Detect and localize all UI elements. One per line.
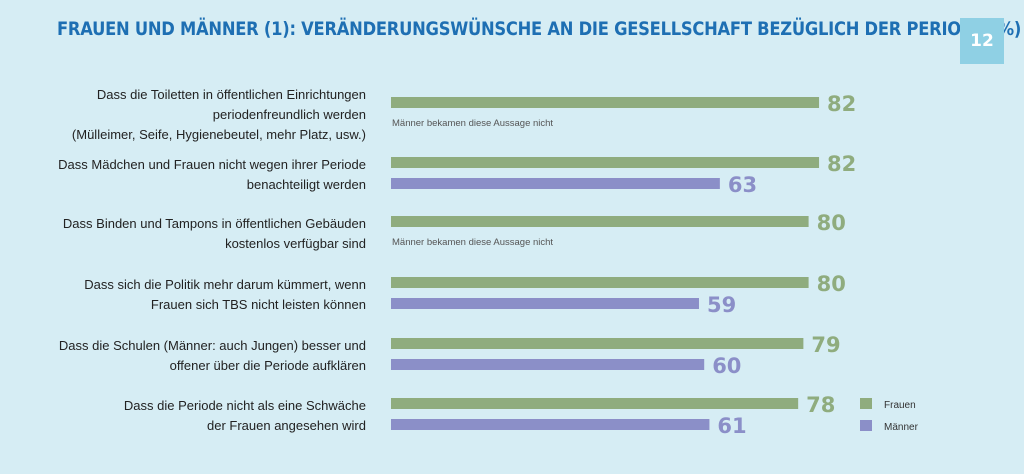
category-label: Dass die Periode nicht als eine Schwäche [124,398,366,413]
bar-frauen [391,216,809,227]
data-label: 82 [827,152,856,176]
chart-title: FRAUEN UND MÄNNER (1): VERÄNDERUNGSWÜNSC… [57,18,1022,40]
bar-frauen [391,338,804,349]
data-label: 59 [707,293,736,317]
category-label: Dass Mädchen und Frauen nicht wegen ihre… [58,157,366,172]
missing-data-note: Männer bekamen diese Aussage nicht [392,237,553,248]
category-label: Dass sich die Politik mehr darum kümmert… [84,277,366,292]
page-number-badge: 12 [960,18,1004,64]
category-label: Dass die Toiletten in öffentlichen Einri… [97,87,366,102]
legend-label: Frauen [884,400,916,411]
category-label: offener über die Periode aufklären [170,358,366,373]
bar-maenner [391,419,710,430]
data-label: 60 [712,354,741,378]
bar-maenner [391,178,720,189]
category-label: benachteiligt werden [247,177,366,192]
legend-swatch [860,398,872,409]
data-label: 80 [817,211,846,235]
bar-maenner [391,298,699,309]
category-label: kostenlos verfügbar sind [225,236,366,251]
data-label: 78 [806,393,835,417]
category-label: Dass Binden und Tampons in öffentlichen … [63,216,366,231]
legend-swatch [860,420,872,431]
bar-frauen [391,277,809,288]
data-label: 82 [827,92,856,116]
data-label: 63 [728,173,757,197]
bar-frauen [391,157,820,168]
data-label: 61 [717,414,746,438]
bar-frauen [391,398,799,409]
category-label: (Mülleimer, Seife, Hygienebeutel, mehr P… [72,127,366,142]
category-label: Frauen sich TBS nicht leisten können [151,297,366,312]
category-label: der Frauen angesehen wird [207,418,366,433]
data-label: 79 [811,333,840,357]
category-label: periodenfreundlich werden [213,107,366,122]
legend-label: Männer [884,422,919,433]
data-label: 80 [817,272,846,296]
bar-frauen [391,97,820,108]
category-label: Dass die Schulen (Männer: auch Jungen) b… [59,338,366,353]
bar-maenner [391,359,705,370]
missing-data-note: Männer bekamen diese Aussage nicht [392,118,553,129]
